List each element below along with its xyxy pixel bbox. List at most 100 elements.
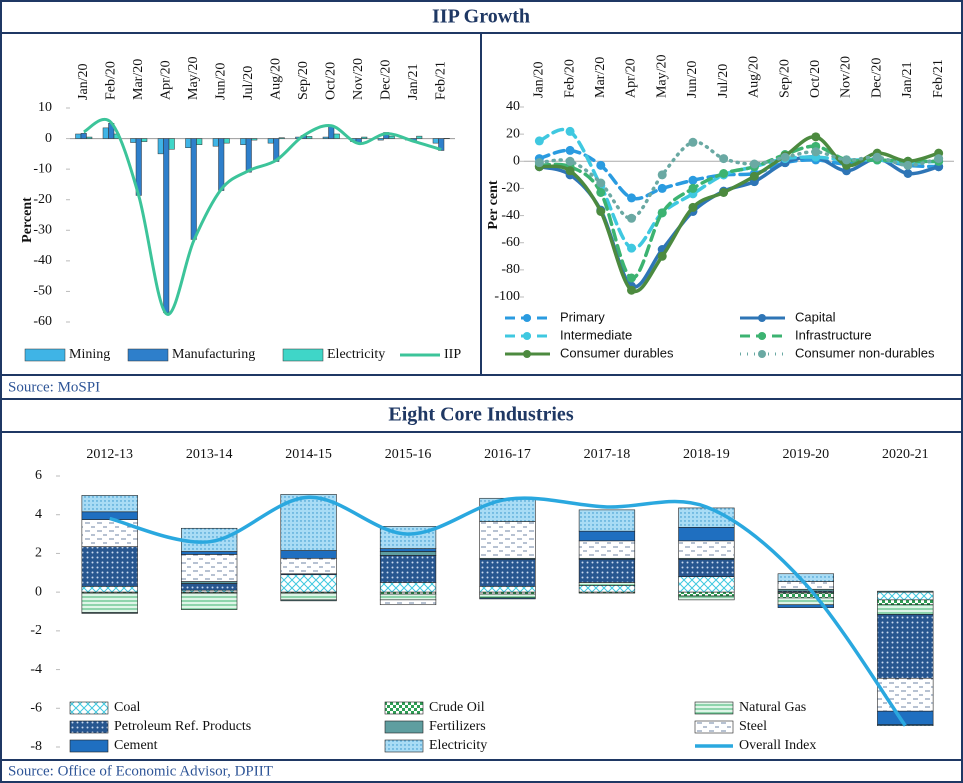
bar-segment — [678, 540, 735, 559]
legend-swatch — [69, 720, 109, 734]
marker — [627, 273, 636, 283]
bar-segment — [479, 521, 536, 559]
legend-label: Consumer durables — [560, 345, 674, 360]
legend-marker — [523, 314, 531, 322]
bar — [157, 138, 164, 155]
legend-swatch — [69, 739, 109, 753]
y-tick-label: 0 — [45, 131, 52, 146]
legend-marker — [758, 332, 766, 340]
marker — [596, 188, 606, 197]
marker — [627, 213, 636, 223]
marker — [596, 178, 606, 188]
bar — [306, 136, 313, 139]
bar-segment — [280, 494, 337, 551]
bar-segment — [777, 597, 834, 606]
y-tick-label: -60 — [501, 235, 520, 250]
bar-segment — [181, 554, 238, 582]
bar — [328, 126, 335, 139]
x-tick-label: 2016-17 — [484, 447, 531, 462]
x-tick-label: Aug/20 — [747, 56, 762, 98]
bar — [245, 138, 252, 173]
y-tick-label: 2 — [35, 546, 42, 561]
bar-segment — [578, 582, 636, 586]
bar — [278, 137, 285, 139]
x-tick-label: 2020-21 — [882, 447, 929, 462]
x-tick-label: May/20 — [654, 54, 669, 98]
marker — [565, 126, 575, 136]
marker — [565, 166, 575, 176]
x-tick-label: Jan/20 — [76, 63, 91, 100]
legend-swatch — [282, 348, 324, 362]
marker — [657, 251, 667, 261]
legend-swatch — [694, 720, 734, 734]
x-tick-label: Oct/20 — [808, 60, 823, 98]
marker — [688, 137, 698, 147]
y-tick-label: -60 — [33, 314, 52, 329]
x-tick-label: Jan/21 — [900, 61, 915, 98]
bar-segment — [81, 612, 138, 614]
marker — [842, 155, 851, 165]
bar-segment — [280, 557, 337, 575]
bar — [102, 127, 109, 139]
section-title: IIP Growth — [432, 6, 530, 28]
bar-segment — [379, 551, 437, 556]
marker — [719, 188, 729, 197]
x-tick-label: Jul/20 — [716, 64, 731, 98]
bar-segment — [777, 604, 834, 608]
marker — [688, 175, 698, 185]
legend-label: Infrastructure — [795, 327, 872, 342]
legend-label: Intermediate — [560, 327, 632, 342]
legend-label: Cement — [114, 738, 158, 753]
legend-swatch — [24, 348, 66, 362]
legend-label: Mining — [69, 347, 110, 362]
bar — [163, 138, 170, 314]
bar-segment — [280, 550, 337, 559]
bar-segment — [379, 555, 437, 583]
bar — [185, 138, 192, 148]
y-tick-label: 10 — [38, 100, 52, 115]
bar-segment — [379, 599, 437, 606]
legend-marker — [523, 350, 531, 358]
y-tick-label: -30 — [33, 223, 52, 238]
marker — [596, 160, 606, 170]
marker — [657, 183, 667, 193]
marker — [688, 202, 698, 212]
bar — [218, 138, 225, 191]
bar-segment — [578, 558, 636, 583]
bar — [438, 138, 445, 151]
marker — [565, 145, 575, 155]
bar — [240, 138, 247, 145]
y-tick-label: -50 — [33, 284, 52, 299]
legend-swatch — [69, 701, 109, 715]
marker — [811, 147, 821, 157]
marker — [627, 243, 636, 253]
x-tick-label: Dec/20 — [869, 58, 884, 98]
y-tick-label: 40 — [506, 99, 520, 114]
legend-swatch — [384, 739, 424, 753]
marker — [934, 154, 944, 164]
bar-segment — [578, 585, 636, 593]
bar-segment — [877, 614, 934, 679]
legend-label: IIP — [444, 347, 461, 362]
y-tick-label: -6 — [30, 701, 42, 716]
y-tick-label: -20 — [501, 181, 520, 196]
legend-swatch — [127, 348, 169, 362]
source: Source: Office of Economic Advisor, DPII… — [8, 763, 273, 779]
x-tick-label: Sep/20 — [777, 59, 792, 98]
y-tick-label: 0 — [513, 154, 520, 169]
bar-segment — [578, 509, 636, 532]
bar-segment — [678, 576, 735, 593]
marker — [596, 207, 606, 216]
x-tick-label: 2019-20 — [782, 447, 829, 462]
bar-segment — [280, 599, 337, 602]
y-tick-label: -8 — [30, 739, 42, 754]
legend-label: Steel — [739, 719, 767, 734]
marker — [719, 169, 729, 178]
bar-segment — [877, 590, 934, 593]
legend-label: Petroleum Ref. Products — [114, 719, 251, 734]
bar-segment — [678, 558, 735, 577]
marker — [811, 132, 821, 142]
y-tick-label: 20 — [506, 126, 520, 141]
y-tick-label: -4 — [30, 662, 42, 677]
